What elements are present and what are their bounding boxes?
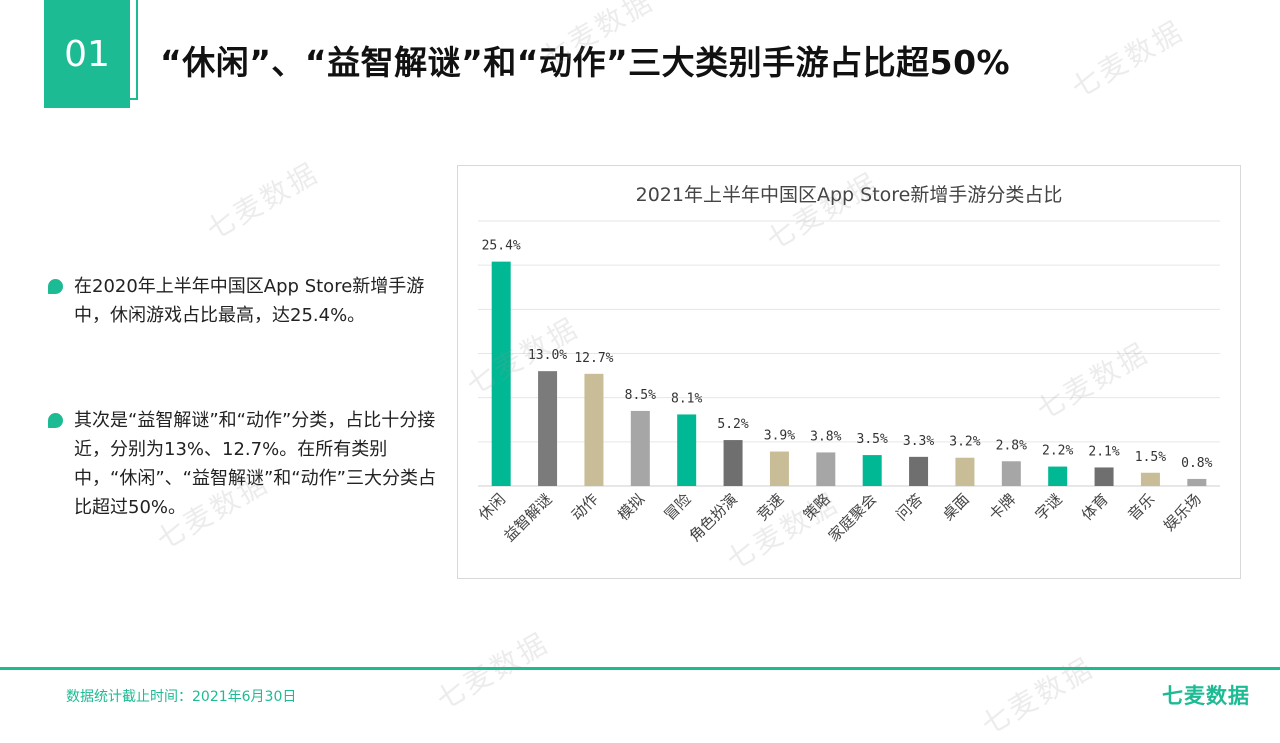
data-label: 2.8% <box>996 438 1027 453</box>
section-number: 01 <box>64 33 110 75</box>
category-tick-label: 娱乐场 <box>1160 490 1205 535</box>
category-tick-label: 字谜 <box>1032 490 1066 524</box>
category-tick-label: 动作 <box>568 490 602 524</box>
bar <box>909 456 929 486</box>
data-label: 13.0% <box>528 348 567 363</box>
bullet-icon <box>48 279 63 294</box>
bullet-text: 在2020年上半年中国区App Store新增手游中，休闲游戏占比最高，达25.… <box>74 276 425 326</box>
bar <box>769 451 789 486</box>
bar <box>630 410 650 486</box>
bar <box>862 455 882 486</box>
bar <box>491 261 511 486</box>
bar <box>677 414 697 486</box>
data-label: 0.8% <box>1181 456 1212 471</box>
bar <box>1001 461 1021 486</box>
footer-note: 数据统计截止时间：2021年6月30日 <box>66 689 297 705</box>
watermark: 七麦数据 <box>200 156 325 247</box>
category-tick-label: 冒险 <box>661 490 695 524</box>
bar <box>1094 467 1114 486</box>
footer-divider <box>0 667 1280 670</box>
bullet-item: 其次是“益智解谜”和“动作”分类，占比十分接近，分别为13%、12.7%。在所有… <box>48 406 448 522</box>
section-number-badge: 01 <box>44 0 130 108</box>
category-tick-label: 休闲 <box>475 490 509 524</box>
bar <box>723 440 743 486</box>
bullet-text: 其次是“益智解谜”和“动作”分类，占比十分接近，分别为13%、12.7%。在所有… <box>74 410 436 518</box>
data-label: 3.9% <box>764 429 795 444</box>
category-tick-label: 音乐 <box>1124 490 1158 524</box>
footer-brand-logo: 七麦数据 <box>1162 684 1250 708</box>
bullet-item: 在2020年上半年中国区App Store新增手游中，休闲游戏占比最高，达25.… <box>48 272 448 330</box>
data-label: 8.1% <box>671 391 702 406</box>
chart-container: 2021年上半年中国区App Store新增手游分类占比 25.4% 休闲 13.0%… <box>457 165 1241 579</box>
category-tick-label: 卡牌 <box>985 490 1019 524</box>
category-tick-label: 桌面 <box>939 490 973 524</box>
summary-bullets: 在2020年上半年中国区App Store新增手游中，休闲游戏占比最高，达25.… <box>48 272 448 598</box>
bar <box>955 457 975 486</box>
data-label: 1.5% <box>1135 450 1166 465</box>
watermark: 七麦数据 <box>1065 14 1190 105</box>
category-tick-label: 问答 <box>892 490 926 524</box>
data-label: 2.2% <box>1042 444 1073 459</box>
data-label: 3.8% <box>810 429 841 444</box>
data-label: 12.7% <box>574 351 613 366</box>
category-tick-label: 策略 <box>800 490 834 524</box>
bullet-icon <box>48 413 63 428</box>
chart-title: 2021年上半年中国区App Store新增手游分类占比 <box>636 184 1063 206</box>
data-label: 25.4% <box>482 239 521 254</box>
bar <box>584 373 604 486</box>
category-tick-label: 角色扮演 <box>686 490 741 545</box>
data-label: 8.5% <box>625 388 656 403</box>
data-label: 2.1% <box>1088 444 1119 459</box>
bar <box>1048 466 1068 486</box>
bar <box>538 371 558 486</box>
bar <box>1140 472 1160 486</box>
category-tick-label: 益智解谜 <box>500 490 555 545</box>
data-label: 5.2% <box>717 417 748 432</box>
watermark: 七麦数据 <box>430 626 555 717</box>
bar <box>1187 478 1207 486</box>
category-tick-label: 竞速 <box>753 490 787 524</box>
data-label: 3.2% <box>949 435 980 450</box>
category-tick-label: 体育 <box>1078 490 1112 524</box>
watermark: 七麦数据 <box>975 651 1100 742</box>
bar-chart: 2021年上半年中国区App Store新增手游分类占比 25.4% 休闲 13.0%… <box>475 184 1220 545</box>
data-label: 3.3% <box>903 434 934 449</box>
data-label: 3.5% <box>857 432 888 447</box>
page-title: “休闲”、“益智解谜”和“动作”三大类别手游占比超50% <box>160 43 1011 82</box>
category-tick-label: 家庭聚会 <box>825 490 880 545</box>
bar <box>816 452 836 486</box>
category-tick-label: 模拟 <box>614 490 648 524</box>
